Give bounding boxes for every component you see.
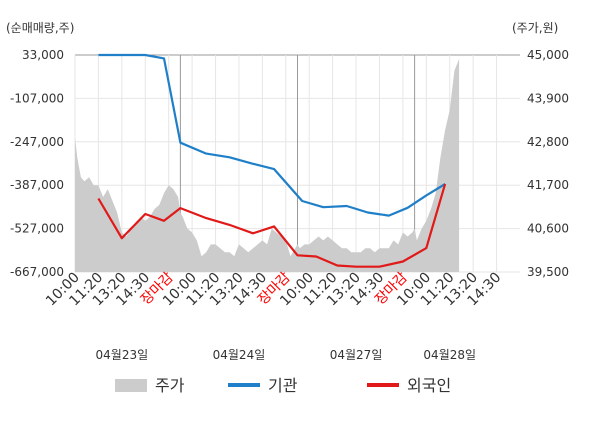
price-area-layer (75, 58, 460, 273)
legend-swatch-price (115, 379, 147, 392)
right-axis-unit-label: (주가,원) (512, 21, 558, 35)
institution-line (98, 53, 446, 217)
legend-label: 외국인 (407, 376, 451, 395)
left-axis-tick-label: -667,000 (10, 265, 64, 279)
series-line-layer (97, 53, 447, 268)
legend-label: 주가 (155, 376, 185, 395)
right-axis-tick-label: 45,000 (527, 48, 569, 62)
left-axis-tick-label: -387,000 (10, 178, 64, 192)
legend: 주가 기관 외국인 (115, 376, 451, 395)
right-axis-tick-label: 42,800 (527, 135, 569, 149)
price-area (75, 58, 460, 273)
left-axis-tick-label: -527,000 (10, 222, 64, 236)
date-label: 04월27일 (330, 348, 383, 362)
date-label: 04월28일 (423, 348, 476, 362)
date-label: 04월24일 (213, 348, 266, 362)
left-axis-tick-label: -247,000 (10, 135, 64, 149)
right-axis-tick-label: 39,500 (527, 265, 569, 279)
date-label: 04월23일 (96, 348, 149, 362)
legend-swatch-institution (228, 383, 260, 387)
right-axis-tick-label: 43,900 (527, 91, 569, 105)
left-axis-tick-label: 33,000 (22, 48, 64, 62)
foreign-line (97, 183, 447, 268)
right-axis-tick-label: 40,600 (527, 222, 569, 236)
left-axis-unit-label: (순매매량,주) (6, 21, 74, 35)
right-axis-tick-label: 41,700 (527, 178, 569, 192)
legend-swatch-foreign (367, 383, 399, 387)
legend-label: 기관 (268, 376, 298, 395)
left-axis-tick-label: -107,000 (10, 91, 64, 105)
